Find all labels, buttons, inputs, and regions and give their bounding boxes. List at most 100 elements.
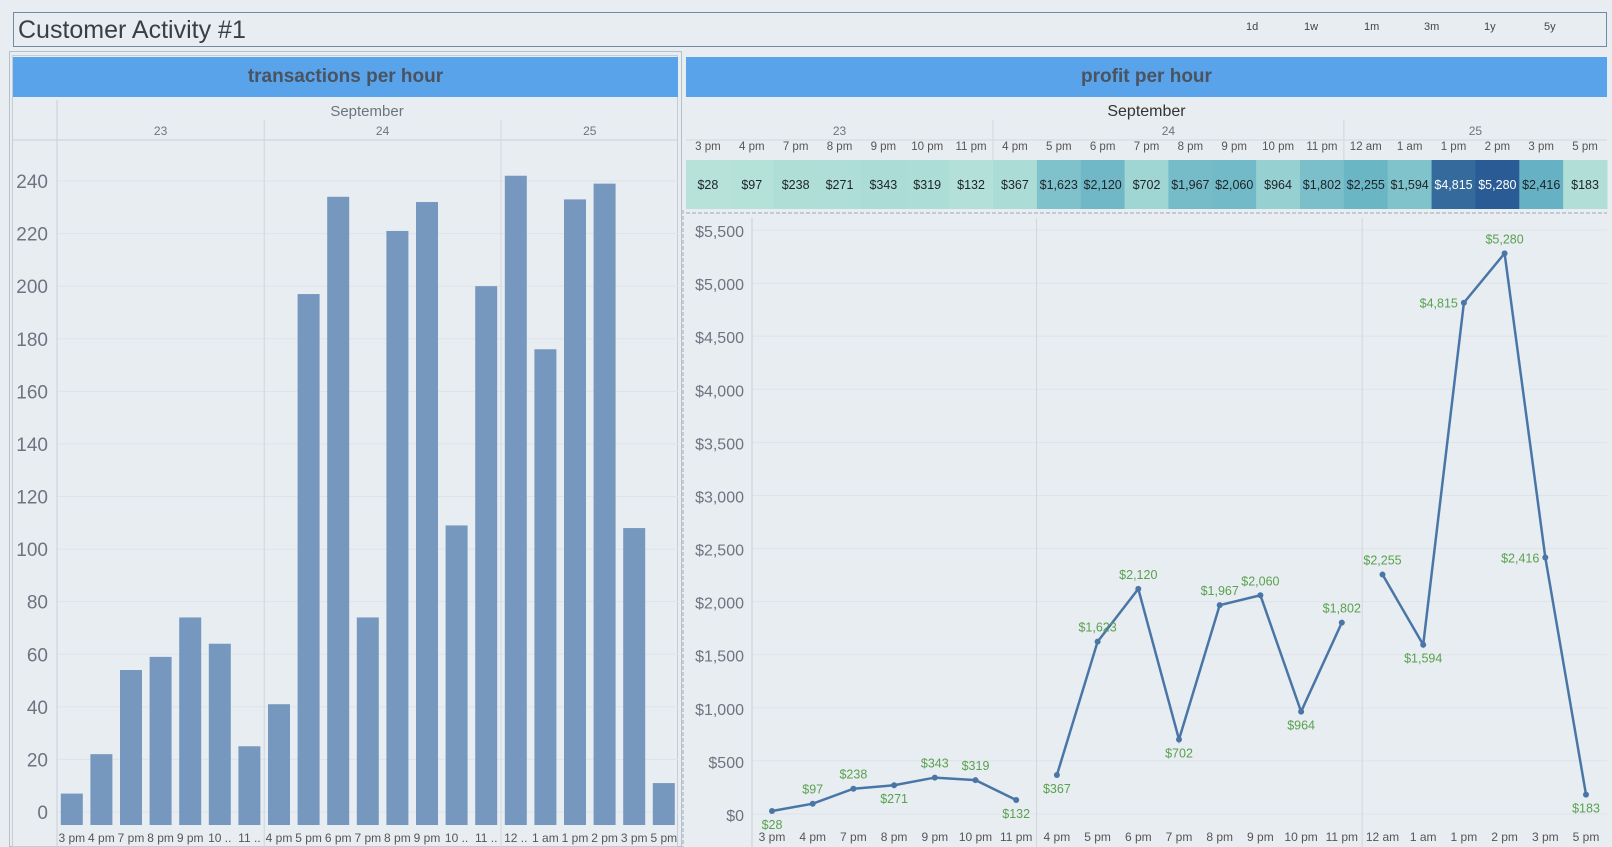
range-1d-button[interactable]: 1d [1246,21,1259,33]
heatmap-column-label: 5 pm [1046,141,1072,153]
profit-data-label: $238 [839,768,867,782]
heatmap-value-label: $702 [1133,178,1161,192]
profit-point [769,808,775,815]
line-ytick-label: $4,500 [695,330,744,347]
profit-data-label: $5,280 [1485,232,1523,246]
heatmap-value-label: $319 [913,178,941,192]
bar-mark [564,199,586,825]
profit-data-label: $1,594 [1404,652,1442,666]
heatmap-cell [1168,160,1213,209]
heatmap-cell [773,160,819,209]
heatmap-column-label: 4 pm [739,141,765,153]
bar-mark [475,286,498,826]
heatmap-column-label: 4 pm [1002,141,1028,153]
line-ytick-label: $5,000 [695,277,744,294]
heatmap-value-label: $271 [826,178,854,192]
line-xtick-label: 1 pm [1451,830,1478,844]
bar-mark [90,754,113,825]
bar-xtick-label: 9 pm [177,831,204,845]
heatmap-cell [1300,160,1345,209]
bar-xtick-label: 11 .. [238,831,260,845]
profit-point [891,782,898,789]
line-ytick-label: $2,500 [695,543,744,560]
heatmap-value-label: $5,280 [1478,178,1516,192]
line-xtick-label: 9 pm [1247,830,1274,844]
profit-data-label: $271 [880,792,908,806]
line-ytick-label: $3,000 [695,489,744,506]
range-5y-button[interactable]: 5y [1544,21,1556,33]
heatmap-value-label: $1,594 [1391,178,1429,192]
profit-data-label: $1,623 [1078,621,1116,635]
bar-mark [238,746,261,825]
profit-data-label: $319 [962,759,990,773]
line-ytick-label: $5,500 [695,224,744,241]
line-xtick-label: 12 am [1366,830,1399,844]
range-1m-button[interactable]: 1m [1364,21,1380,33]
bar-ytick-label: 240 [16,172,48,193]
heatmap-cell [1256,160,1301,209]
profit-data-label: $28 [762,818,783,832]
profit-data-label: $4,815 [1420,297,1458,311]
range-1w-button[interactable]: 1w [1304,21,1319,33]
bar-mark [149,656,172,825]
profit-point [809,800,816,807]
heatmap-cell [861,160,906,209]
heatmap-month-label: September [1107,103,1186,120]
bar-ytick-label: 0 [37,803,48,824]
bar-ytick-label: 100 [16,540,48,561]
profit-point [1542,554,1549,561]
bar-mark [534,349,557,825]
heatmap-cell [1387,160,1433,209]
dashboard-title-bar: Customer Activity #1 1d 1w 1m 3m 1y 5y [13,12,1607,47]
profit-point [972,777,979,784]
bar-xtick-label: 5 pm [295,831,322,845]
bar-mark [386,230,409,825]
profit-point [1176,736,1182,743]
bar-xtick-label: 7 pm [118,831,145,845]
profit-line-series [1055,586,1343,776]
profit-data-label: $97 [802,783,823,797]
line-xtick-label: 3 pm [759,830,786,844]
profit-data-label: $183 [1572,802,1600,816]
profit-point [1501,250,1508,257]
profit-point [1013,796,1020,803]
heatmap-cell [729,160,775,209]
bar-xtick-label: 11 .. [475,831,497,845]
profit-point [1460,299,1467,306]
range-3m-button[interactable]: 3m [1424,21,1440,33]
profit-point [1257,592,1264,599]
profit-point [931,774,938,781]
heatmap-cell [1124,160,1169,209]
heatmap-column-label: 1 pm [1441,141,1467,153]
bar-mark [268,704,290,825]
transactions-panel-header: transactions per hour [13,57,678,97]
line-xtick-label: 5 pm [1573,830,1600,844]
profit-point [1053,772,1060,779]
line-xtick-label: 6 pm [1125,830,1152,844]
heatmap-day-label: 23 [833,124,847,138]
heatmap-value-label: $343 [869,178,897,192]
heatmap-column-label: 8 pm [827,141,853,153]
bar-ytick-label: 40 [27,698,48,719]
heatmap-column-label: 2 pm [1485,141,1511,153]
heatmap-value-label: $2,060 [1215,178,1253,192]
heatmap-column-label: 1 am [1397,141,1423,153]
heatmap-column-label: 7 pm [1134,141,1160,153]
heatmap-day-label: 24 [1162,124,1176,138]
profit-data-label: $132 [1002,807,1030,821]
range-1y-button[interactable]: 1y [1484,21,1496,33]
bar-xtick-label: 3 pm [58,831,85,845]
line-xtick-label: 4 pm [1044,830,1071,844]
profit-data-label: $367 [1043,782,1071,796]
line-xtick-label: 2 pm [1491,830,1518,844]
profit-data-label: $1,967 [1201,584,1239,598]
heatmap-cell [993,160,1038,209]
profit-data-label: $1,802 [1323,602,1361,616]
heatmap-cell [1343,160,1389,209]
bar-month-label: September [330,103,403,120]
bar-xtick-label: 3 pm [621,831,648,845]
heatmap-value-label: $183 [1571,178,1599,192]
line-xtick-label: 5 pm [1084,830,1111,844]
bar-mark [208,643,231,825]
